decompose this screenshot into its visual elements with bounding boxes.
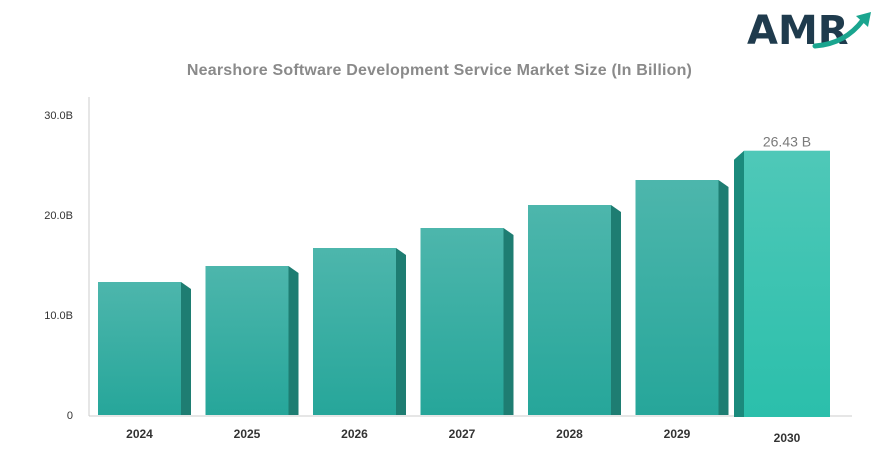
logo-text: AMR <box>747 8 849 54</box>
amr-logo-graphic: AMR <box>747 8 871 54</box>
bar-2030 <box>734 150 830 417</box>
x-tick-label: 2027 <box>449 427 476 441</box>
bar-2025 <box>205 266 299 415</box>
bar-front-face <box>635 180 719 415</box>
bar-2026 <box>313 248 406 415</box>
bar-side-face <box>396 248 406 415</box>
bar-side-face <box>718 180 729 415</box>
x-tick-label: 2029 <box>664 427 691 441</box>
bar-front-face <box>313 248 396 415</box>
y-tick-label: 20.0B <box>44 210 73 222</box>
bar-front-face <box>744 150 830 417</box>
bar-side-face <box>181 282 191 415</box>
y-tick-label: 30.0B <box>44 110 73 122</box>
bar-side-face <box>503 228 514 415</box>
data-label: 26.43 B <box>763 134 811 150</box>
bar-2024 <box>98 282 191 415</box>
x-tick-label: 2030 <box>774 431 801 445</box>
axes <box>88 97 852 417</box>
x-tick-label: 2024 <box>126 427 153 441</box>
x-tick-label: 2026 <box>341 427 368 441</box>
bar-front-face <box>205 266 289 415</box>
bar-front-face <box>420 228 504 415</box>
y-tick-label: 0 <box>67 410 73 422</box>
x-tick-label: 2025 <box>234 427 261 441</box>
labels: 0 10.0B 20.0B 30.0B 2024 2025 2026 2027 2028 2029… <box>44 110 811 445</box>
bar-front-face <box>528 205 611 415</box>
bar-2027 <box>420 228 514 415</box>
growth-arrow-icon <box>812 12 871 49</box>
bar-front-face <box>98 282 181 415</box>
bar-2029 <box>635 180 729 415</box>
bar-side-face <box>734 150 744 417</box>
x-tick-label: 2028 <box>556 427 583 441</box>
y-tick-label: 10.0B <box>44 310 73 322</box>
bar-side-face <box>288 266 299 415</box>
bar-2028 <box>528 205 621 415</box>
bar-side-face <box>611 205 621 415</box>
chart-title: Nearshore Software Development Service M… <box>186 62 693 79</box>
amr-logo: AMR <box>745 6 875 54</box>
bars <box>98 150 830 417</box>
